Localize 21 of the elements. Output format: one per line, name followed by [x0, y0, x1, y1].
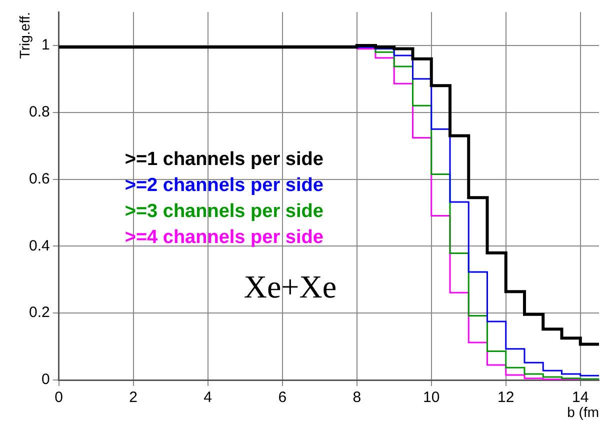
text: >=1 channels per side: [124, 149, 324, 170]
x-tick-label: 10: [423, 389, 440, 406]
x-tick-label: 4: [204, 389, 212, 406]
x-axis-title: b (fm: [567, 404, 599, 420]
y-tick-label: 0.8: [28, 104, 50, 121]
y-tick-label: 1: [42, 36, 50, 54]
x-tick-label: 8: [352, 389, 362, 406]
y-tick-label: 0: [42, 371, 50, 388]
x-tick-label: 0: [54, 389, 64, 406]
y-axis-title: Trig.eff.: [16, 12, 33, 59]
y-tick-label: 0.6: [28, 170, 50, 188]
y-tick-label: 0.4: [28, 237, 50, 254]
y-tick-label: 0.2: [28, 304, 50, 322]
annotation: Xe+Xe: [244, 268, 337, 304]
x-tick-label: 12: [498, 389, 514, 406]
text: >=4 channels per side: [124, 227, 324, 248]
text: >=3 channels per side: [124, 201, 324, 222]
x-tick-label: 2: [129, 389, 138, 406]
x-tick-label: 6: [278, 389, 287, 406]
text: >=2 channels per side: [124, 175, 324, 196]
x-tick-label: 14: [572, 389, 589, 406]
